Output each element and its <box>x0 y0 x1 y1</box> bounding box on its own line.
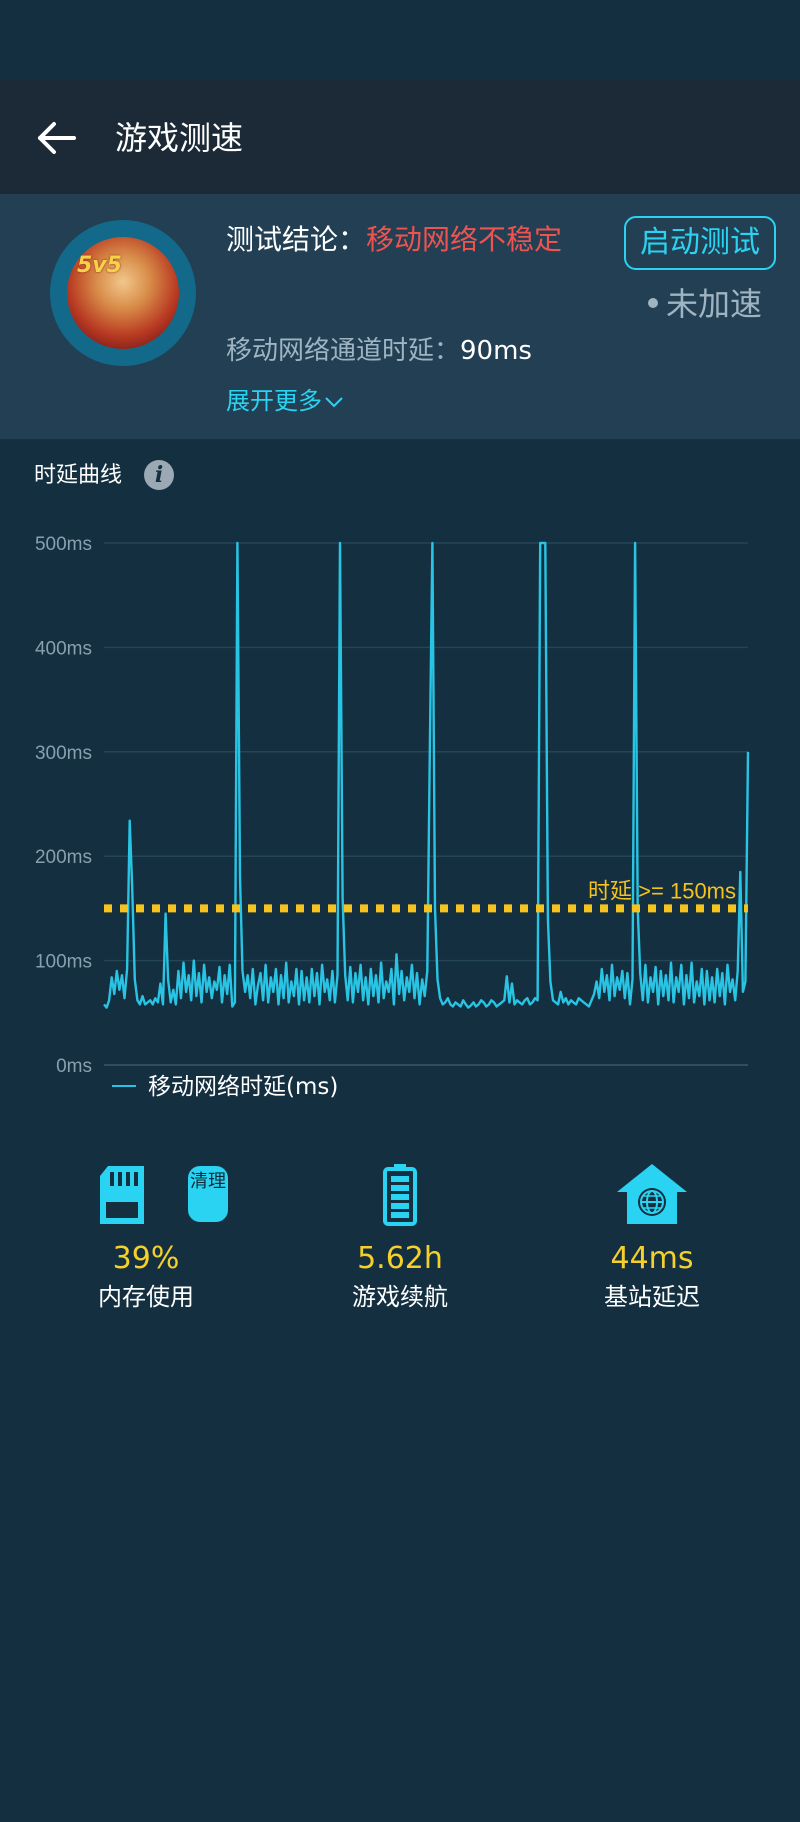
y-tick-label: 400ms <box>35 638 92 659</box>
avatar-badge: 5v5 <box>77 253 122 278</box>
stats-row: 清理 39% 内存使用 5.62h 游戏续航 <box>0 1160 800 1330</box>
arrow-left-icon <box>38 122 76 154</box>
battery-label: 游戏续航 <box>352 1283 448 1311</box>
stat-battery: 5.62h 游戏续航 <box>290 1160 510 1314</box>
threshold-label: 时延 >= 150ms <box>588 878 736 903</box>
legend-label: 移动网络时延(ms) <box>148 1074 338 1100</box>
game-avatar-ring: 5v5 <box>50 220 196 366</box>
expand-more-label: 展开更多 <box>226 387 322 415</box>
battery-icon <box>383 1164 417 1226</box>
series-line-mobile <box>103 541 750 1009</box>
status-bar <box>0 0 800 80</box>
back-button[interactable] <box>36 116 80 160</box>
memory-label: 内存使用 <box>98 1283 194 1311</box>
expand-more-link[interactable]: 展开更多 <box>226 384 344 418</box>
y-tick-label: 300ms <box>35 743 92 764</box>
y-tick-label: 200ms <box>35 847 92 868</box>
clean-button[interactable]: 清理 <box>188 1166 228 1222</box>
test-conclusion: 测试结论：移动网络不稳定 <box>226 220 562 260</box>
summary-card: 5v5 测试结论：移动网络不稳定 启动测试 未加速 移动网络通道时延：90ms … <box>0 194 800 439</box>
latency-chart: 0ms 100ms 200ms 300ms 400ms 500ms 时延 >= 150ms… <box>35 534 750 1100</box>
channel-latency: 移动网络通道时延：90ms <box>226 332 532 370</box>
sd-card-icon <box>100 1166 144 1224</box>
accel-status-text: 未加速 <box>666 285 763 323</box>
stat-base-station: 44ms 基站延迟 <box>542 1160 762 1314</box>
y-tick-label: 100ms <box>35 952 92 973</box>
memory-value: 39% <box>112 1241 180 1276</box>
app-bar: 游戏测速 <box>0 80 800 194</box>
avatar: 5v5 <box>67 237 179 349</box>
page-title: 游戏测速 <box>115 119 244 157</box>
info-icon[interactable]: i <box>144 460 174 490</box>
y-tick-label: 0ms <box>56 1056 92 1077</box>
status-dot-icon <box>648 298 658 308</box>
base-station-label: 基站延迟 <box>604 1283 700 1311</box>
y-tick-label: 500ms <box>35 534 92 555</box>
base-station-value: 44ms <box>610 1241 694 1276</box>
chart-title: 时延曲线 <box>34 463 123 488</box>
accel-status: 未加速 <box>648 282 762 326</box>
home-globe-icon <box>617 1164 687 1224</box>
chevron-down-icon <box>325 397 343 408</box>
conclusion-value: 移动网络不稳定 <box>366 223 563 256</box>
battery-value: 5.62h <box>357 1241 443 1276</box>
stat-memory: 清理 39% 内存使用 <box>36 1160 256 1314</box>
latency-label: 移动网络通道时延： <box>226 336 461 366</box>
start-test-button[interactable]: 启动测试 <box>624 216 776 270</box>
conclusion-label: 测试结论： <box>226 223 367 256</box>
latency-value: 90ms <box>460 336 532 366</box>
